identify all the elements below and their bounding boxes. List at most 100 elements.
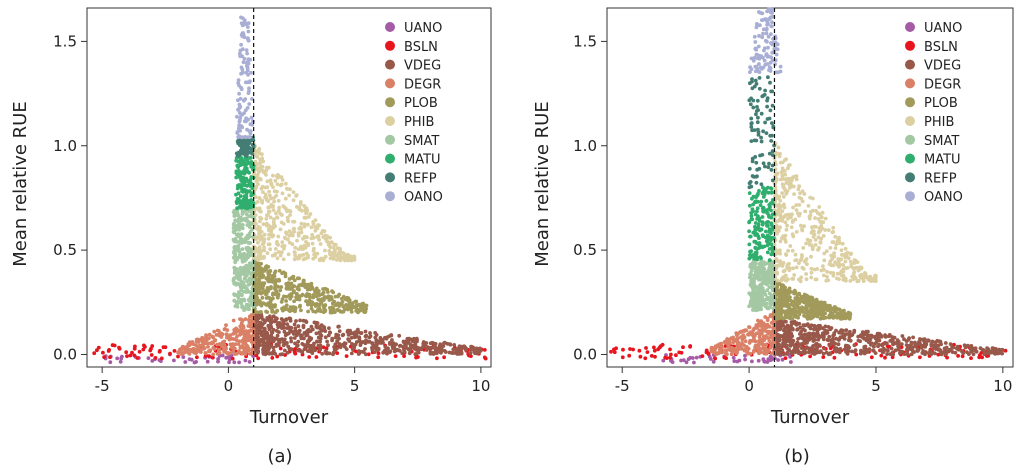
data-point [826, 338, 831, 343]
data-point [318, 339, 322, 344]
data-point [861, 333, 866, 338]
data-point [791, 299, 796, 304]
data-point [255, 291, 260, 296]
data-point [791, 266, 795, 271]
data-point [816, 217, 821, 221]
data-point [255, 295, 259, 300]
data-point [820, 226, 824, 231]
data-point [340, 333, 345, 338]
data-point [260, 199, 264, 204]
data-point [244, 116, 249, 121]
data-point [812, 311, 817, 316]
x-axis-title: Turnover [249, 407, 329, 428]
data-point [758, 331, 763, 336]
data-point [788, 339, 793, 344]
data-point [745, 350, 749, 354]
data-point [765, 360, 770, 364]
data-point [313, 304, 318, 308]
data-point [778, 259, 783, 264]
data-point [954, 346, 959, 351]
data-point [118, 359, 123, 364]
data-point [346, 252, 350, 257]
data-point [792, 273, 797, 277]
data-point [293, 253, 297, 258]
data-point [757, 328, 762, 333]
data-point [234, 329, 239, 334]
legend-item-plob: PLOB [385, 96, 438, 111]
data-point [644, 346, 648, 350]
data-point [732, 359, 737, 363]
data-point [293, 309, 297, 314]
data-point [309, 281, 314, 286]
data-point [684, 360, 689, 365]
data-point [238, 51, 242, 56]
data-point [902, 352, 907, 356]
data-point [780, 219, 785, 223]
data-point [931, 350, 935, 355]
data-point [783, 319, 787, 324]
data-point [792, 192, 796, 197]
data-point [235, 293, 240, 298]
data-point [298, 200, 303, 204]
data-point [843, 259, 848, 264]
data-point [428, 350, 433, 355]
data-point [317, 237, 321, 242]
data-point [276, 234, 281, 239]
data-point [830, 337, 835, 341]
data-point [797, 184, 802, 189]
data-point [780, 357, 785, 362]
data-point [780, 173, 785, 178]
data-point [280, 191, 285, 196]
data-point [371, 346, 376, 350]
data-point [712, 346, 717, 350]
data-point [269, 196, 273, 201]
data-point [261, 317, 265, 322]
data-point [397, 333, 402, 338]
data-point [668, 355, 672, 360]
data-point [275, 182, 280, 187]
data-point [778, 206, 782, 210]
data-point [249, 328, 253, 333]
data-point [832, 251, 836, 256]
data-point [447, 350, 452, 355]
data-point [812, 325, 817, 330]
data-point [412, 346, 416, 351]
data-point [271, 173, 275, 178]
data-point [862, 351, 867, 356]
data-point [291, 305, 296, 309]
data-point [224, 323, 228, 327]
data-point [948, 342, 953, 346]
data-point [247, 89, 251, 93]
data-point [315, 339, 320, 344]
data-point [796, 211, 800, 216]
data-point [922, 337, 927, 342]
data-point [807, 335, 812, 340]
legend-item-bsln: BSLN [385, 40, 438, 55]
legend-swatch [385, 191, 395, 202]
data-point [378, 336, 383, 340]
data-point [796, 305, 800, 310]
data-point [101, 350, 105, 355]
data-point [272, 319, 277, 324]
data-point [835, 276, 839, 281]
data-point [842, 332, 847, 336]
data-point [247, 225, 252, 229]
data-point [303, 285, 308, 289]
data-point [255, 324, 259, 328]
data-point [387, 350, 392, 355]
data-point [236, 126, 241, 131]
data-point [851, 266, 855, 270]
data-point [238, 194, 243, 199]
data-point [808, 299, 813, 303]
legend-swatch [385, 153, 395, 164]
data-point [251, 304, 256, 309]
data-point [384, 336, 389, 341]
data-point [276, 250, 281, 254]
data-point [314, 286, 319, 291]
data-point [223, 346, 228, 351]
panel-a: -5 0 5 100.00.51.01.5 UANOBSLNVDEGDEGRPLOBP… [10, 7, 492, 467]
data-point [677, 350, 682, 355]
data-point [317, 324, 322, 329]
data-point [852, 330, 856, 334]
data-point [268, 324, 273, 329]
